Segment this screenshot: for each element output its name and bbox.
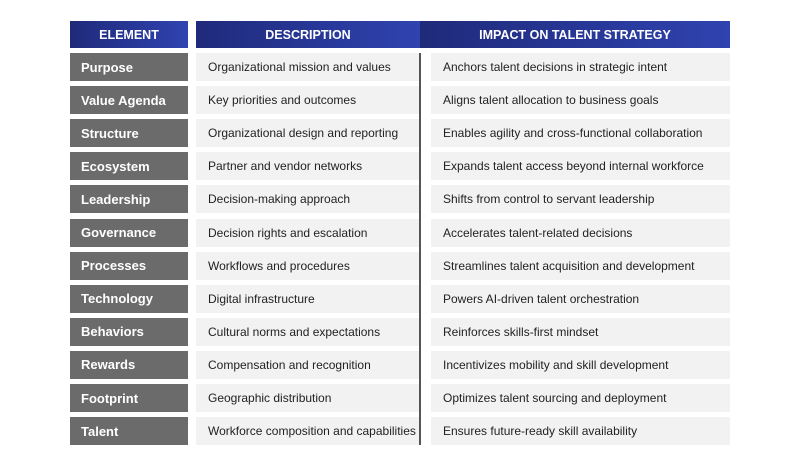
impact-cell: Expands talent access beyond internal wo… (431, 152, 730, 181)
description-cell: Workforce composition and capabilities (196, 417, 420, 446)
description-cell: Decision-making approach (196, 185, 420, 214)
element-cell: Talent (70, 417, 188, 446)
element-cell: Governance (70, 218, 188, 247)
element-cell: Behaviors (70, 317, 188, 346)
description-cell: Geographic distribution (196, 384, 420, 412)
description-cell: Compensation and recognition (196, 350, 420, 379)
element-cell: Rewards (70, 350, 188, 379)
element-cell: Purpose (70, 53, 188, 81)
description-cell: Key priorities and outcomes (196, 86, 420, 115)
description-cell: Organizational design and reporting (196, 119, 420, 148)
description-cell: Decision rights and escalation (196, 218, 420, 247)
description-cell: Workflows and procedures (196, 251, 420, 280)
impact-cell: Enables agility and cross-functional col… (431, 119, 730, 148)
element-cell: Ecosystem (70, 152, 188, 181)
element-cell: Footprint (70, 384, 188, 412)
element-cell: Technology (70, 284, 188, 313)
impact-cell: Powers AI-driven talent orchestration (431, 284, 730, 313)
column-header: ELEMENT (70, 21, 188, 48)
description-cell: Digital infrastructure (196, 284, 420, 313)
impact-cell: Ensures future-ready skill availability (431, 417, 730, 446)
element-cell: Processes (70, 251, 188, 280)
column-header: DESCRIPTION (196, 21, 420, 48)
impact-cell: Incentivizes mobility and skill developm… (431, 350, 730, 379)
impact-cell: Shifts from control to servant leadershi… (431, 185, 730, 214)
impact-cell: Optimizes talent sourcing and deployment (431, 384, 730, 412)
column-header: IMPACT ON TALENT STRATEGY (420, 21, 730, 48)
description-cell: Cultural norms and expectations (196, 317, 420, 346)
impact-cell: Aligns talent allocation to business goa… (431, 86, 730, 115)
description-cell: Partner and vendor networks (196, 152, 420, 181)
impact-cell: Accelerates talent-related decisions (431, 218, 730, 247)
element-cell: Value Agenda (70, 86, 188, 115)
element-cell: Leadership (70, 185, 188, 214)
impact-cell: Reinforces skills-first mindset (431, 317, 730, 346)
description-cell: Organizational mission and values (196, 53, 420, 81)
column-divider (419, 53, 421, 445)
impact-cell: Streamlines talent acquisition and devel… (431, 251, 730, 280)
element-cell: Structure (70, 119, 188, 148)
impact-cell: Anchors talent decisions in strategic in… (431, 53, 730, 81)
